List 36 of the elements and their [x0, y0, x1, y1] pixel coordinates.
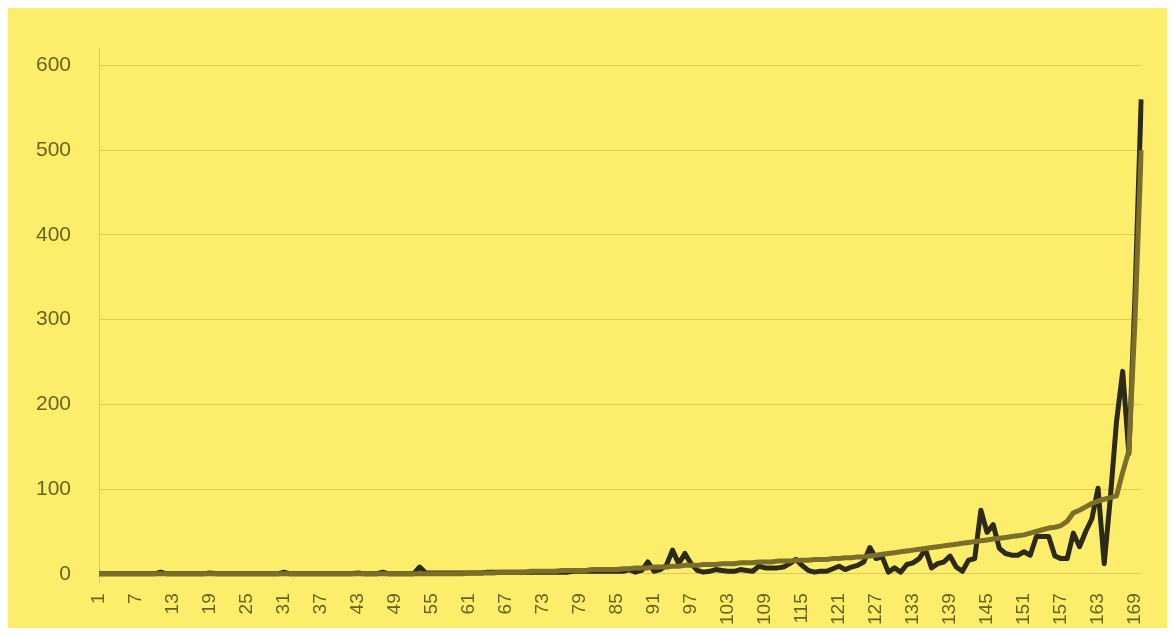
x-tick-label: 109: [753, 593, 775, 625]
x-tick-label: 67: [494, 593, 516, 615]
x-tick-label: 157: [1049, 593, 1071, 625]
x-tick-label: 19: [198, 593, 220, 615]
x-tick-label: 7: [124, 593, 146, 604]
x-tick-label: 31: [272, 593, 294, 615]
y-tick-label: 500: [35, 137, 72, 161]
y-tick-label: 0: [59, 560, 72, 584]
x-tick-label: 169: [1123, 593, 1145, 625]
y-tick-label: 200: [35, 391, 72, 415]
x-tick-label: 79: [568, 593, 590, 615]
x-tick-label: 55: [420, 593, 442, 615]
x-tick-label: 73: [531, 593, 553, 615]
x-tick-label: 91: [642, 593, 664, 615]
x-tick-label: 145: [975, 593, 997, 625]
x-tick-label: 61: [457, 593, 479, 615]
x-tick-label: 163: [1086, 593, 1108, 625]
x-tick-label: 115: [790, 593, 812, 624]
x-tick-label: 133: [901, 593, 923, 625]
x-tick-label: 127: [864, 593, 886, 625]
x-tick-label: 139: [938, 593, 960, 625]
x-tick-label: 121: [827, 593, 849, 625]
x-tick-label: 1: [87, 593, 109, 604]
x-tick-label: 151: [1012, 593, 1034, 625]
x-tick-label: 85: [605, 593, 627, 615]
y-tick-label: 600: [35, 52, 72, 76]
x-tick-label: 97: [679, 593, 701, 615]
x-tick-label: 37: [309, 593, 331, 615]
x-tick-label: 43: [346, 593, 368, 615]
y-tick-label: 100: [35, 475, 72, 499]
x-tick-label: 13: [161, 593, 183, 615]
x-tick-label: 25: [235, 593, 257, 615]
x-tick-label: 49: [383, 593, 405, 615]
x-tick-label: 103: [716, 593, 738, 625]
y-tick-label: 300: [35, 306, 72, 330]
y-tick-label: 400: [35, 221, 72, 245]
